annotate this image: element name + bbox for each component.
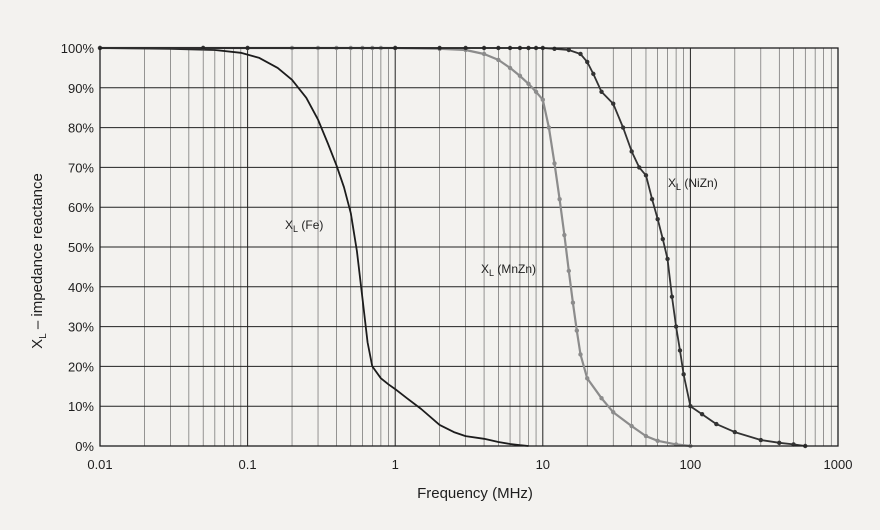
series-point-mnzn [552, 161, 557, 166]
y-tick-label: 60% [68, 200, 94, 215]
series-labels: XL (Fe) XL (MnZn) XL (NiZn) [285, 176, 718, 278]
y-tick-label: 80% [68, 121, 94, 136]
series-label-fe: XL (Fe) [285, 218, 323, 234]
series-point-nizn [714, 421, 719, 427]
series-point-mnzn [566, 268, 571, 274]
y-axis-title-main: X [29, 339, 46, 349]
series-point-mnzn [517, 73, 523, 79]
series-point-nizn [688, 404, 693, 409]
series-point-nizn [673, 324, 679, 329]
series-point-nizn [681, 372, 686, 377]
y-tick-label: 0% [75, 439, 94, 454]
series-point-nizn [649, 197, 655, 202]
y-axis-title: XL – impedance reactance [29, 173, 49, 349]
series-point-nizn [758, 437, 764, 443]
series-point-mnzn [629, 423, 634, 429]
series-label-nizn: XL (NiZn) [668, 176, 718, 192]
x-tick-label: 1 [392, 457, 399, 472]
series-point-nizn [611, 101, 616, 106]
series-point-nizn [699, 411, 705, 417]
x-axis-title: Frequency (MHz) [417, 485, 533, 502]
series-point-nizn [591, 71, 596, 77]
series-point-nizn [777, 440, 782, 446]
x-tick-label: 10 [536, 457, 550, 472]
y-tick-label: 50% [68, 240, 94, 255]
y-axis-title-rest: – impedance reactance [29, 173, 46, 333]
series-point-mnzn [481, 51, 487, 57]
series-point-mnzn [599, 396, 604, 401]
series-point-nizn [552, 46, 557, 51]
x-tick-label: 1000 [824, 457, 853, 472]
series-point-mnzn [562, 232, 567, 238]
series-label-mnzn: XL (MnZn) [481, 262, 536, 278]
plot-frame [99, 47, 839, 447]
series-point-mnzn [526, 81, 531, 87]
series-point-nizn [732, 429, 738, 435]
series-point-nizn [643, 173, 649, 178]
x-tick-label: 0.1 [239, 457, 257, 472]
series-point-nizn [620, 125, 626, 130]
y-tick-label: 10% [68, 399, 94, 414]
series-point-mnzn [570, 300, 576, 305]
svg-text:XL – impedance reactance: XL – impedance reactance [29, 173, 49, 349]
y-axis-title-subscript: L [38, 333, 49, 339]
series-point-nizn [566, 47, 571, 53]
x-tick-labels: 0.01 0.1 1 10 100 1000 [87, 457, 852, 472]
y-tick-label: 100% [61, 41, 95, 56]
y-tick-labels: 0% 10% 20% 30% 40% 50% 60% 70% 80% 90% 100% [61, 41, 95, 454]
x-tick-label: 100 [680, 457, 702, 472]
series-point-nizn [578, 51, 583, 57]
series-point-mnzn [533, 89, 539, 94]
series-point-mnzn [585, 376, 590, 381]
series-point-mnzn [574, 328, 580, 333]
series-point-mnzn [557, 197, 562, 202]
series-point-mnzn [578, 352, 583, 357]
x-tick-label: 0.01 [87, 457, 112, 472]
series-point-nizn [669, 294, 675, 299]
major-grid [99, 47, 839, 447]
series-point-nizn [660, 236, 665, 242]
y-tick-label: 90% [68, 81, 94, 96]
series-point-nizn [665, 256, 670, 262]
series-point-nizn [677, 348, 683, 353]
series-point-nizn [629, 149, 634, 154]
series-point-mnzn [507, 65, 513, 71]
y-tick-label: 30% [68, 320, 94, 335]
series-point-nizn [655, 216, 660, 222]
series-point-mnzn [540, 97, 545, 102]
series-line-fe [99, 47, 529, 447]
y-tick-label: 20% [68, 359, 94, 374]
series-point-nizn [637, 165, 642, 170]
series-point-mnzn [611, 409, 616, 415]
y-tick-label: 40% [68, 280, 94, 295]
series-point-mnzn [546, 125, 552, 130]
series-point-nizn [585, 59, 590, 65]
y-tick-label: 70% [68, 160, 94, 175]
series-point-mnzn [655, 438, 660, 444]
series-point-mnzn [496, 57, 501, 63]
series-point-mnzn [643, 433, 649, 439]
series-point-nizn [599, 89, 604, 94]
